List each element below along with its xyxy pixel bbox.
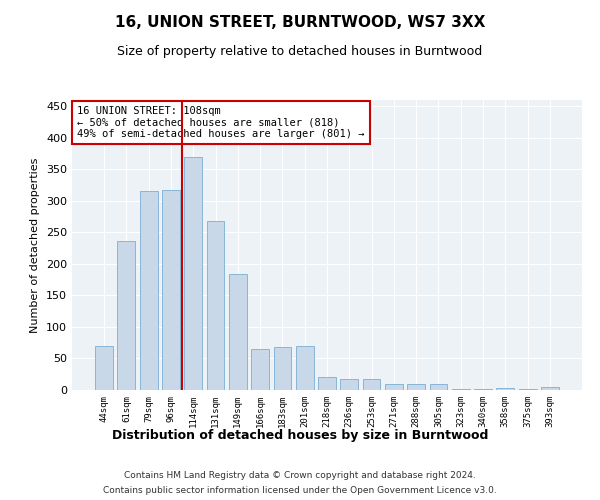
Bar: [274, 347, 292, 390]
Bar: [496, 388, 514, 390]
Bar: [385, 384, 403, 390]
Bar: [452, 388, 470, 390]
Bar: [340, 378, 358, 390]
Bar: [229, 274, 247, 390]
Text: Size of property relative to detached houses in Burntwood: Size of property relative to detached ho…: [118, 45, 482, 58]
Bar: [296, 346, 314, 390]
Text: 16, UNION STREET, BURNTWOOD, WS7 3XX: 16, UNION STREET, BURNTWOOD, WS7 3XX: [115, 15, 485, 30]
Text: Contains public sector information licensed under the Open Government Licence v3: Contains public sector information licen…: [103, 486, 497, 495]
Bar: [430, 384, 448, 390]
Bar: [407, 384, 425, 390]
Bar: [118, 240, 136, 390]
Text: 16 UNION STREET: 108sqm
← 50% of detached houses are smaller (818)
49% of semi-d: 16 UNION STREET: 108sqm ← 50% of detache…: [77, 106, 365, 139]
Bar: [140, 191, 158, 390]
Text: Contains HM Land Registry data © Crown copyright and database right 2024.: Contains HM Land Registry data © Crown c…: [124, 471, 476, 480]
Bar: [251, 349, 269, 390]
Bar: [318, 378, 336, 390]
Bar: [162, 190, 180, 390]
Bar: [184, 156, 202, 390]
Bar: [362, 380, 380, 390]
Bar: [206, 221, 224, 390]
Y-axis label: Number of detached properties: Number of detached properties: [31, 158, 40, 332]
Bar: [541, 388, 559, 390]
Text: Distribution of detached houses by size in Burntwood: Distribution of detached houses by size …: [112, 428, 488, 442]
Bar: [95, 346, 113, 390]
